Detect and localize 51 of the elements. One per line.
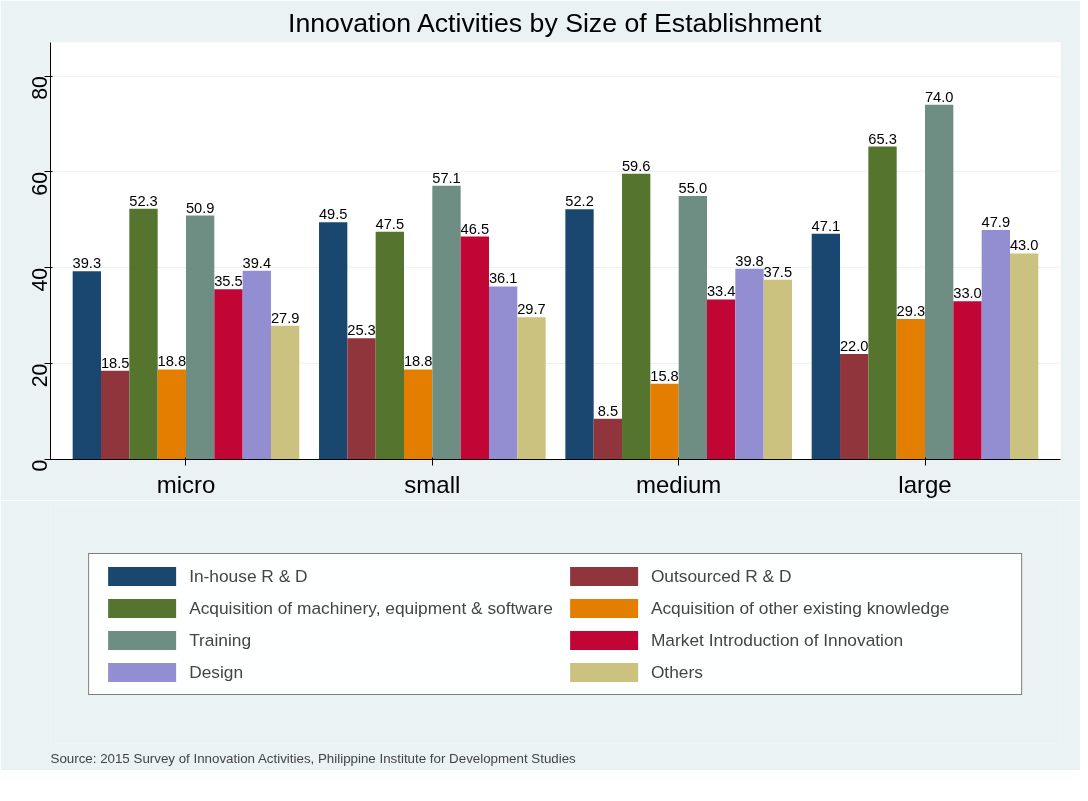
x-tick-label: small <box>404 470 461 498</box>
data-label: 39.3 <box>72 255 102 272</box>
data-label: 22.0 <box>839 338 869 355</box>
data-label: 29.3 <box>896 303 926 320</box>
legend-label: Design <box>189 661 245 683</box>
legend-label: Training <box>189 629 253 651</box>
chart-title: Innovation Activities by Size of Establishment <box>288 7 823 38</box>
data-label: 25.3 <box>347 322 376 339</box>
source-note: Source: 2015 Survey of Innovation Activities, Philippine Institute for Development Studies <box>50 750 577 766</box>
legend-label: Market Introduction of Innovation <box>650 629 905 651</box>
data-label: 47.1 <box>811 217 841 234</box>
data-label: 33.0 <box>953 285 982 302</box>
y-tick-label: 0 <box>28 459 52 472</box>
legend-label: Acquisition of other existing knowledge <box>650 597 951 619</box>
data-label: 57.1 <box>432 169 461 186</box>
data-label: 43.0 <box>1009 237 1039 254</box>
y-tick-label: 20 <box>28 363 52 388</box>
data-label: 33.4 <box>706 283 736 300</box>
x-tick-label: micro <box>156 470 216 498</box>
legend-label: Acquisition of machinery, equipment & software <box>189 597 553 619</box>
data-label: 36.1 <box>488 270 518 287</box>
legend-label: In-house R & D <box>189 565 309 587</box>
data-label: 39.4 <box>242 254 272 271</box>
data-label: 27.9 <box>270 309 300 326</box>
data-label: 35.5 <box>214 273 243 290</box>
data-label: 65.3 <box>868 130 897 147</box>
data-label: 55.0 <box>678 179 708 196</box>
data-label: 46.5 <box>460 220 490 237</box>
data-label: 50.9 <box>185 199 215 216</box>
data-label: 59.6 <box>621 157 651 174</box>
data-label: 47.5 <box>375 215 405 232</box>
data-label: 8.5 <box>597 402 619 419</box>
data-label: 52.2 <box>565 193 594 210</box>
data-label: 15.8 <box>650 367 679 384</box>
data-label: 47.9 <box>981 213 1011 230</box>
data-label: 18.5 <box>100 354 130 371</box>
y-tick-label: 80 <box>28 75 52 100</box>
data-label: 29.7 <box>517 301 546 318</box>
legend-label: Outsourced R & D <box>650 565 793 587</box>
x-tick-label: large <box>898 470 952 498</box>
data-label: 74.0 <box>924 88 954 105</box>
data-label: 18.8 <box>157 353 187 370</box>
data-label: 52.3 <box>129 192 158 209</box>
data-label: 37.5 <box>763 263 793 280</box>
y-tick-label: 60 <box>28 171 52 196</box>
legend-label: Others <box>650 661 704 683</box>
x-tick-label: medium <box>635 470 722 498</box>
data-label: 18.8 <box>403 353 433 370</box>
data-label: 39.8 <box>735 252 764 269</box>
y-tick-label: 40 <box>28 267 52 292</box>
data-label: 49.5 <box>318 206 348 223</box>
